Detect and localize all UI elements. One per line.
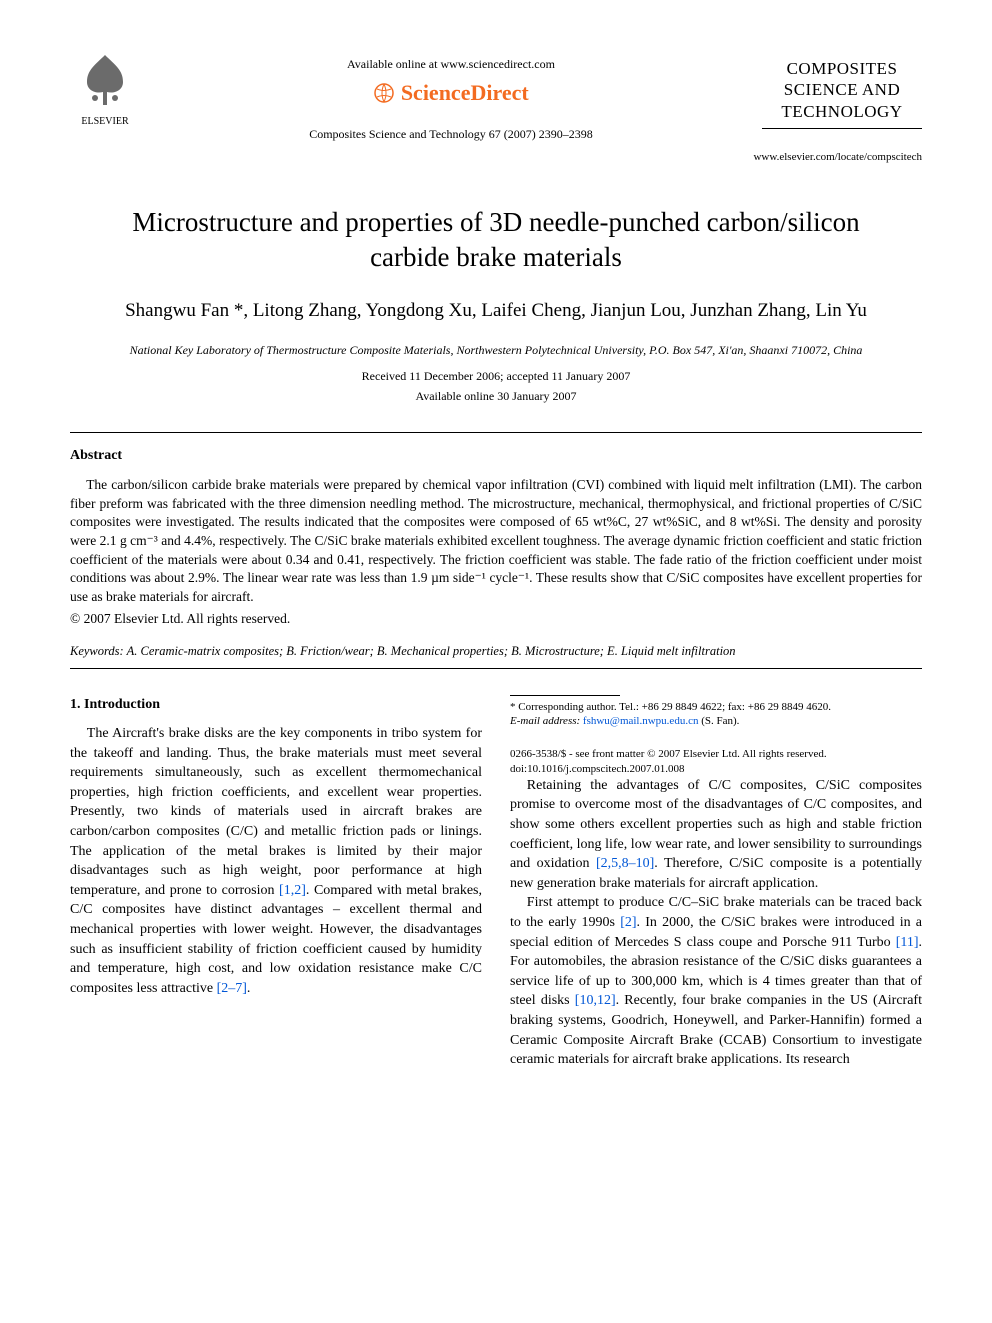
citation-link[interactable]: [1,2] — [279, 883, 306, 898]
citation-link[interactable]: [2–7] — [217, 981, 247, 996]
citation-link[interactable]: [2] — [620, 915, 636, 930]
center-header: Available online at www.sciencedirect.co… — [140, 50, 762, 142]
corresponding-author-line: * Corresponding author. Tel.: +86 29 884… — [510, 700, 922, 715]
abstract-body: The carbon/silicon carbide brake materia… — [70, 476, 922, 606]
body-text: The Aircraft's brake disks are the key c… — [70, 726, 482, 898]
divider — [70, 432, 922, 433]
sciencedirect-wordmark: ScienceDirect — [401, 80, 529, 105]
article-title: Microstructure and properties of 3D need… — [130, 205, 862, 275]
page-header: ELSEVIER Available online at www.science… — [70, 50, 922, 142]
abstract-heading: Abstract — [70, 447, 922, 466]
body-text: . — [247, 981, 251, 996]
body-text: . Compared with metal brakes, C/C compos… — [70, 883, 482, 996]
publication-footer: 0266-3538/$ - see front matter © 2007 El… — [510, 747, 922, 776]
journal-name-line2: SCIENCE AND — [766, 79, 918, 100]
journal-title-box: COMPOSITES SCIENCE AND TECHNOLOGY — [762, 50, 922, 129]
keywords-label: Keywords: — [70, 644, 124, 658]
copyright-line: © 2007 Elsevier Ltd. All rights reserved… — [70, 610, 922, 628]
publisher-name: ELSEVIER — [70, 115, 140, 129]
author-email[interactable]: fshwu@mail.nwpu.edu.cn — [583, 715, 699, 727]
doi-line: doi:10.1016/j.compscitech.2007.01.008 — [510, 762, 922, 776]
divider — [70, 668, 922, 669]
body-paragraph: First attempt to produce C/C–SiC brake m… — [510, 893, 922, 1069]
journal-name-line3: TECHNOLOGY — [766, 101, 918, 122]
author-list: Shangwu Fan *, Litong Zhang, Yongdong Xu… — [70, 297, 922, 326]
elsevier-tree-icon — [75, 50, 135, 110]
body-paragraph: Retaining the advantages of C/C composit… — [510, 776, 922, 894]
citation-link[interactable]: [10,12] — [575, 993, 616, 1008]
received-accepted-dates: Received 11 December 2006; accepted 11 J… — [70, 368, 922, 384]
elsevier-logo: ELSEVIER — [70, 50, 140, 128]
section-number: 1. — [70, 697, 81, 712]
sciencedirect-ball-icon — [373, 82, 395, 104]
keywords-text: A. Ceramic-matrix composites; B. Frictio… — [124, 644, 736, 658]
keywords-line: Keywords: A. Ceramic-matrix composites; … — [70, 643, 922, 660]
journal-reference: Composites Science and Technology 67 (20… — [140, 126, 762, 142]
body-paragraph: The Aircraft's brake disks are the key c… — [70, 724, 482, 998]
abstract-text: The carbon/silicon carbide brake materia… — [70, 476, 922, 606]
available-online-text: Available online at www.sciencedirect.co… — [140, 56, 762, 72]
front-matter-line: 0266-3538/$ - see front matter © 2007 El… — [510, 747, 922, 761]
corresponding-author-footnote: * Corresponding author. Tel.: +86 29 884… — [510, 700, 922, 730]
journal-url[interactable]: www.elsevier.com/locate/compscitech — [70, 150, 922, 165]
journal-name-line1: COMPOSITES — [766, 58, 918, 79]
section-heading: 1. Introduction — [70, 695, 482, 715]
email-label: E-mail address: — [510, 715, 580, 727]
citation-link[interactable]: [11] — [896, 935, 919, 950]
article-body: 1. Introduction The Aircraft's brake dis… — [70, 695, 922, 1070]
sciencedirect-logo: ScienceDirect — [140, 78, 762, 108]
footnote-separator — [510, 695, 620, 696]
affiliation: National Key Laboratory of Thermostructu… — [70, 342, 922, 358]
available-online-date: Available online 30 January 2007 — [70, 388, 922, 404]
citation-link[interactable]: [2,5,8–10] — [596, 856, 654, 871]
section-title: Introduction — [84, 697, 160, 712]
email-tail: (S. Fan). — [698, 715, 739, 727]
